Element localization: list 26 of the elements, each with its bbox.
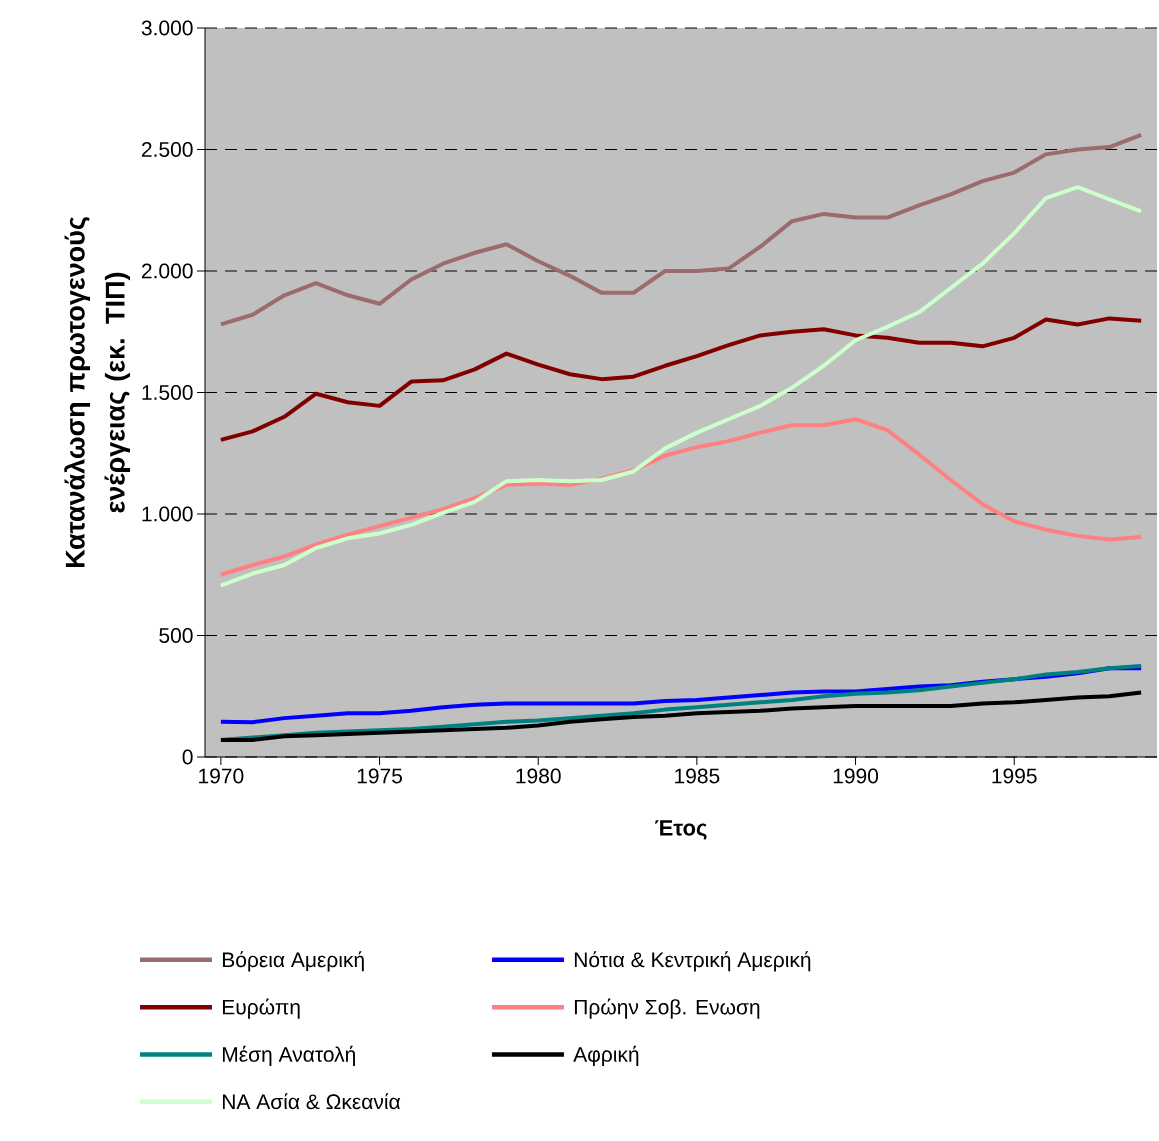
x-tick-label: 1995 [992, 768, 1037, 784]
y-tick-label: 0 [182, 749, 193, 765]
x-tick-label: 1990 [833, 768, 879, 784]
legend-label: Ευρώπη [222, 998, 300, 1019]
x-tick-label: 1970 [199, 768, 244, 784]
line-series [218, 132, 1144, 327]
x-tick-label: 1980 [516, 768, 561, 784]
y-tick-label: 1.500 [142, 385, 193, 400]
legend-label: Αφρική [573, 1045, 639, 1067]
x-tick-label: 1975 [357, 768, 402, 784]
x-tick-label: 1985 [675, 768, 720, 784]
legend-label: Βόρεια Αμερική [222, 951, 364, 972]
y-tick-label: 2.500 [141, 142, 193, 157]
x-axis-title: Έτος [655, 820, 707, 840]
legend-label: Πρώην Σοβ. Ενωση [574, 998, 760, 1019]
y-tick-label: 3.000 [141, 20, 193, 36]
legend-label: ΝΑ Ασία & Ωκεανία [222, 1093, 401, 1110]
y-tick-label: 500 [159, 628, 193, 643]
line-series [218, 417, 1144, 577]
line-series [218, 185, 1144, 588]
legend-label: Νότια & Κεντρική Αμερική [574, 951, 811, 972]
line-series [218, 316, 1144, 442]
y-tick-label: 2.000 [141, 263, 193, 279]
legend-label: Μέση Ανατολή [222, 1045, 355, 1067]
y-tick-label: 1.000 [142, 506, 193, 522]
y-axis-title: Κατανάλωση πρωτογενούς ενέργειας (εκ. ΤΙΠ) [64, 217, 131, 568]
